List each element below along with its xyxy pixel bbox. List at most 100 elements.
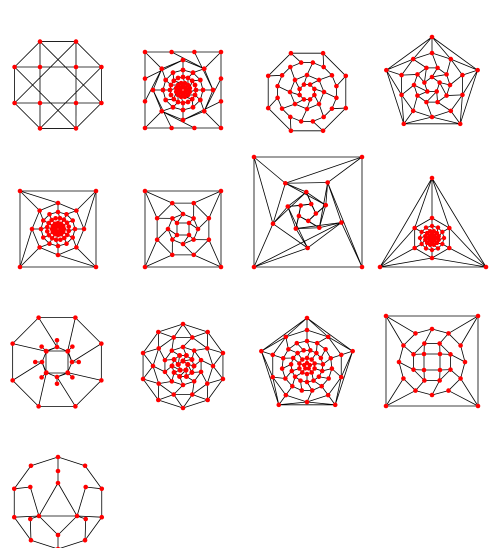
- vertex: [142, 188, 148, 194]
- edge: [182, 399, 208, 409]
- edge: [285, 182, 326, 206]
- vertex: [423, 237, 428, 243]
- vertex: [220, 350, 226, 356]
- edge: [57, 456, 86, 467]
- vertex: [156, 329, 161, 335]
- vertex: [64, 241, 69, 247]
- vertex: [419, 229, 424, 235]
- edge: [67, 317, 76, 352]
- vertex: [424, 65, 429, 71]
- edge: [142, 365, 154, 380]
- edge: [19, 190, 59, 204]
- vertex: [304, 338, 310, 344]
- vertex: [316, 77, 322, 83]
- vertex: [93, 264, 99, 270]
- edge: [38, 372, 47, 407]
- vertex: [76, 359, 82, 365]
- edge: [413, 343, 425, 355]
- edge: [401, 58, 414, 76]
- vertex: [298, 60, 304, 65]
- edge: [431, 217, 450, 229]
- vertex: [154, 215, 160, 221]
- vertex: [275, 83, 280, 89]
- edge: [171, 202, 184, 215]
- vertex: [307, 362, 313, 368]
- vertex: [410, 108, 416, 114]
- edge: [14, 41, 77, 104]
- vertex: [448, 56, 454, 62]
- vertex: [99, 341, 104, 346]
- vertex: [55, 243, 61, 249]
- vertex: [304, 399, 310, 405]
- edge: [158, 331, 174, 338]
- vertex: [297, 92, 302, 98]
- vertex: [201, 66, 207, 72]
- vertex: [156, 346, 162, 351]
- vertex: [447, 82, 453, 88]
- vertex: [320, 50, 326, 56]
- edge: [398, 361, 414, 371]
- edge: [403, 116, 433, 125]
- vertex: [437, 378, 442, 383]
- vertex: [460, 92, 465, 98]
- vertex: [55, 252, 61, 258]
- vertex: [444, 72, 449, 77]
- vertex: [190, 104, 196, 110]
- edge: [75, 380, 102, 407]
- vertex: [321, 114, 326, 120]
- vertex: [162, 357, 168, 363]
- vertex: [171, 335, 177, 340]
- vertex: [27, 516, 33, 522]
- edge: [322, 53, 325, 68]
- vertex: [314, 340, 320, 346]
- vertex: [55, 209, 61, 215]
- edge: [182, 243, 195, 256]
- edge: [261, 336, 287, 352]
- vertex: [99, 64, 104, 70]
- vertex: [383, 403, 389, 409]
- edge: [460, 345, 466, 363]
- edge: [71, 343, 102, 363]
- vertex: [312, 361, 317, 366]
- vertex: [319, 368, 325, 374]
- vertex: [37, 64, 43, 70]
- vertex: [436, 233, 441, 239]
- vertex: [142, 264, 148, 270]
- vertex: [411, 82, 417, 88]
- vertex: [39, 359, 45, 365]
- vertex: [334, 95, 339, 101]
- vertex: [53, 237, 59, 243]
- edge: [144, 190, 173, 204]
- vertex: [350, 348, 355, 354]
- edge: [85, 486, 102, 490]
- vertex: [74, 513, 80, 519]
- vertex: [185, 99, 191, 105]
- vertex: [446, 388, 451, 393]
- edge: [13, 465, 32, 490]
- vertex: [401, 121, 407, 127]
- edge: [401, 94, 414, 112]
- edge: [385, 315, 404, 346]
- edge: [437, 101, 452, 112]
- vertex: [206, 215, 212, 221]
- vertex: [12, 64, 17, 70]
- vertex: [43, 348, 49, 354]
- vertex: [54, 337, 60, 343]
- edge: [459, 70, 479, 124]
- vertex: [304, 327, 310, 333]
- vertex: [10, 341, 15, 346]
- vertex: [297, 366, 302, 371]
- edge: [193, 239, 210, 256]
- edge: [413, 369, 425, 381]
- vertex: [186, 232, 192, 238]
- vertex: [69, 359, 75, 365]
- vertex: [186, 220, 192, 226]
- vertex: [165, 226, 171, 232]
- edge: [431, 74, 447, 78]
- vertex: [191, 348, 197, 353]
- vertex: [325, 180, 330, 185]
- vertex: [192, 82, 198, 88]
- vertex: [283, 180, 288, 186]
- vertex: [36, 404, 41, 409]
- edge: [39, 66, 102, 129]
